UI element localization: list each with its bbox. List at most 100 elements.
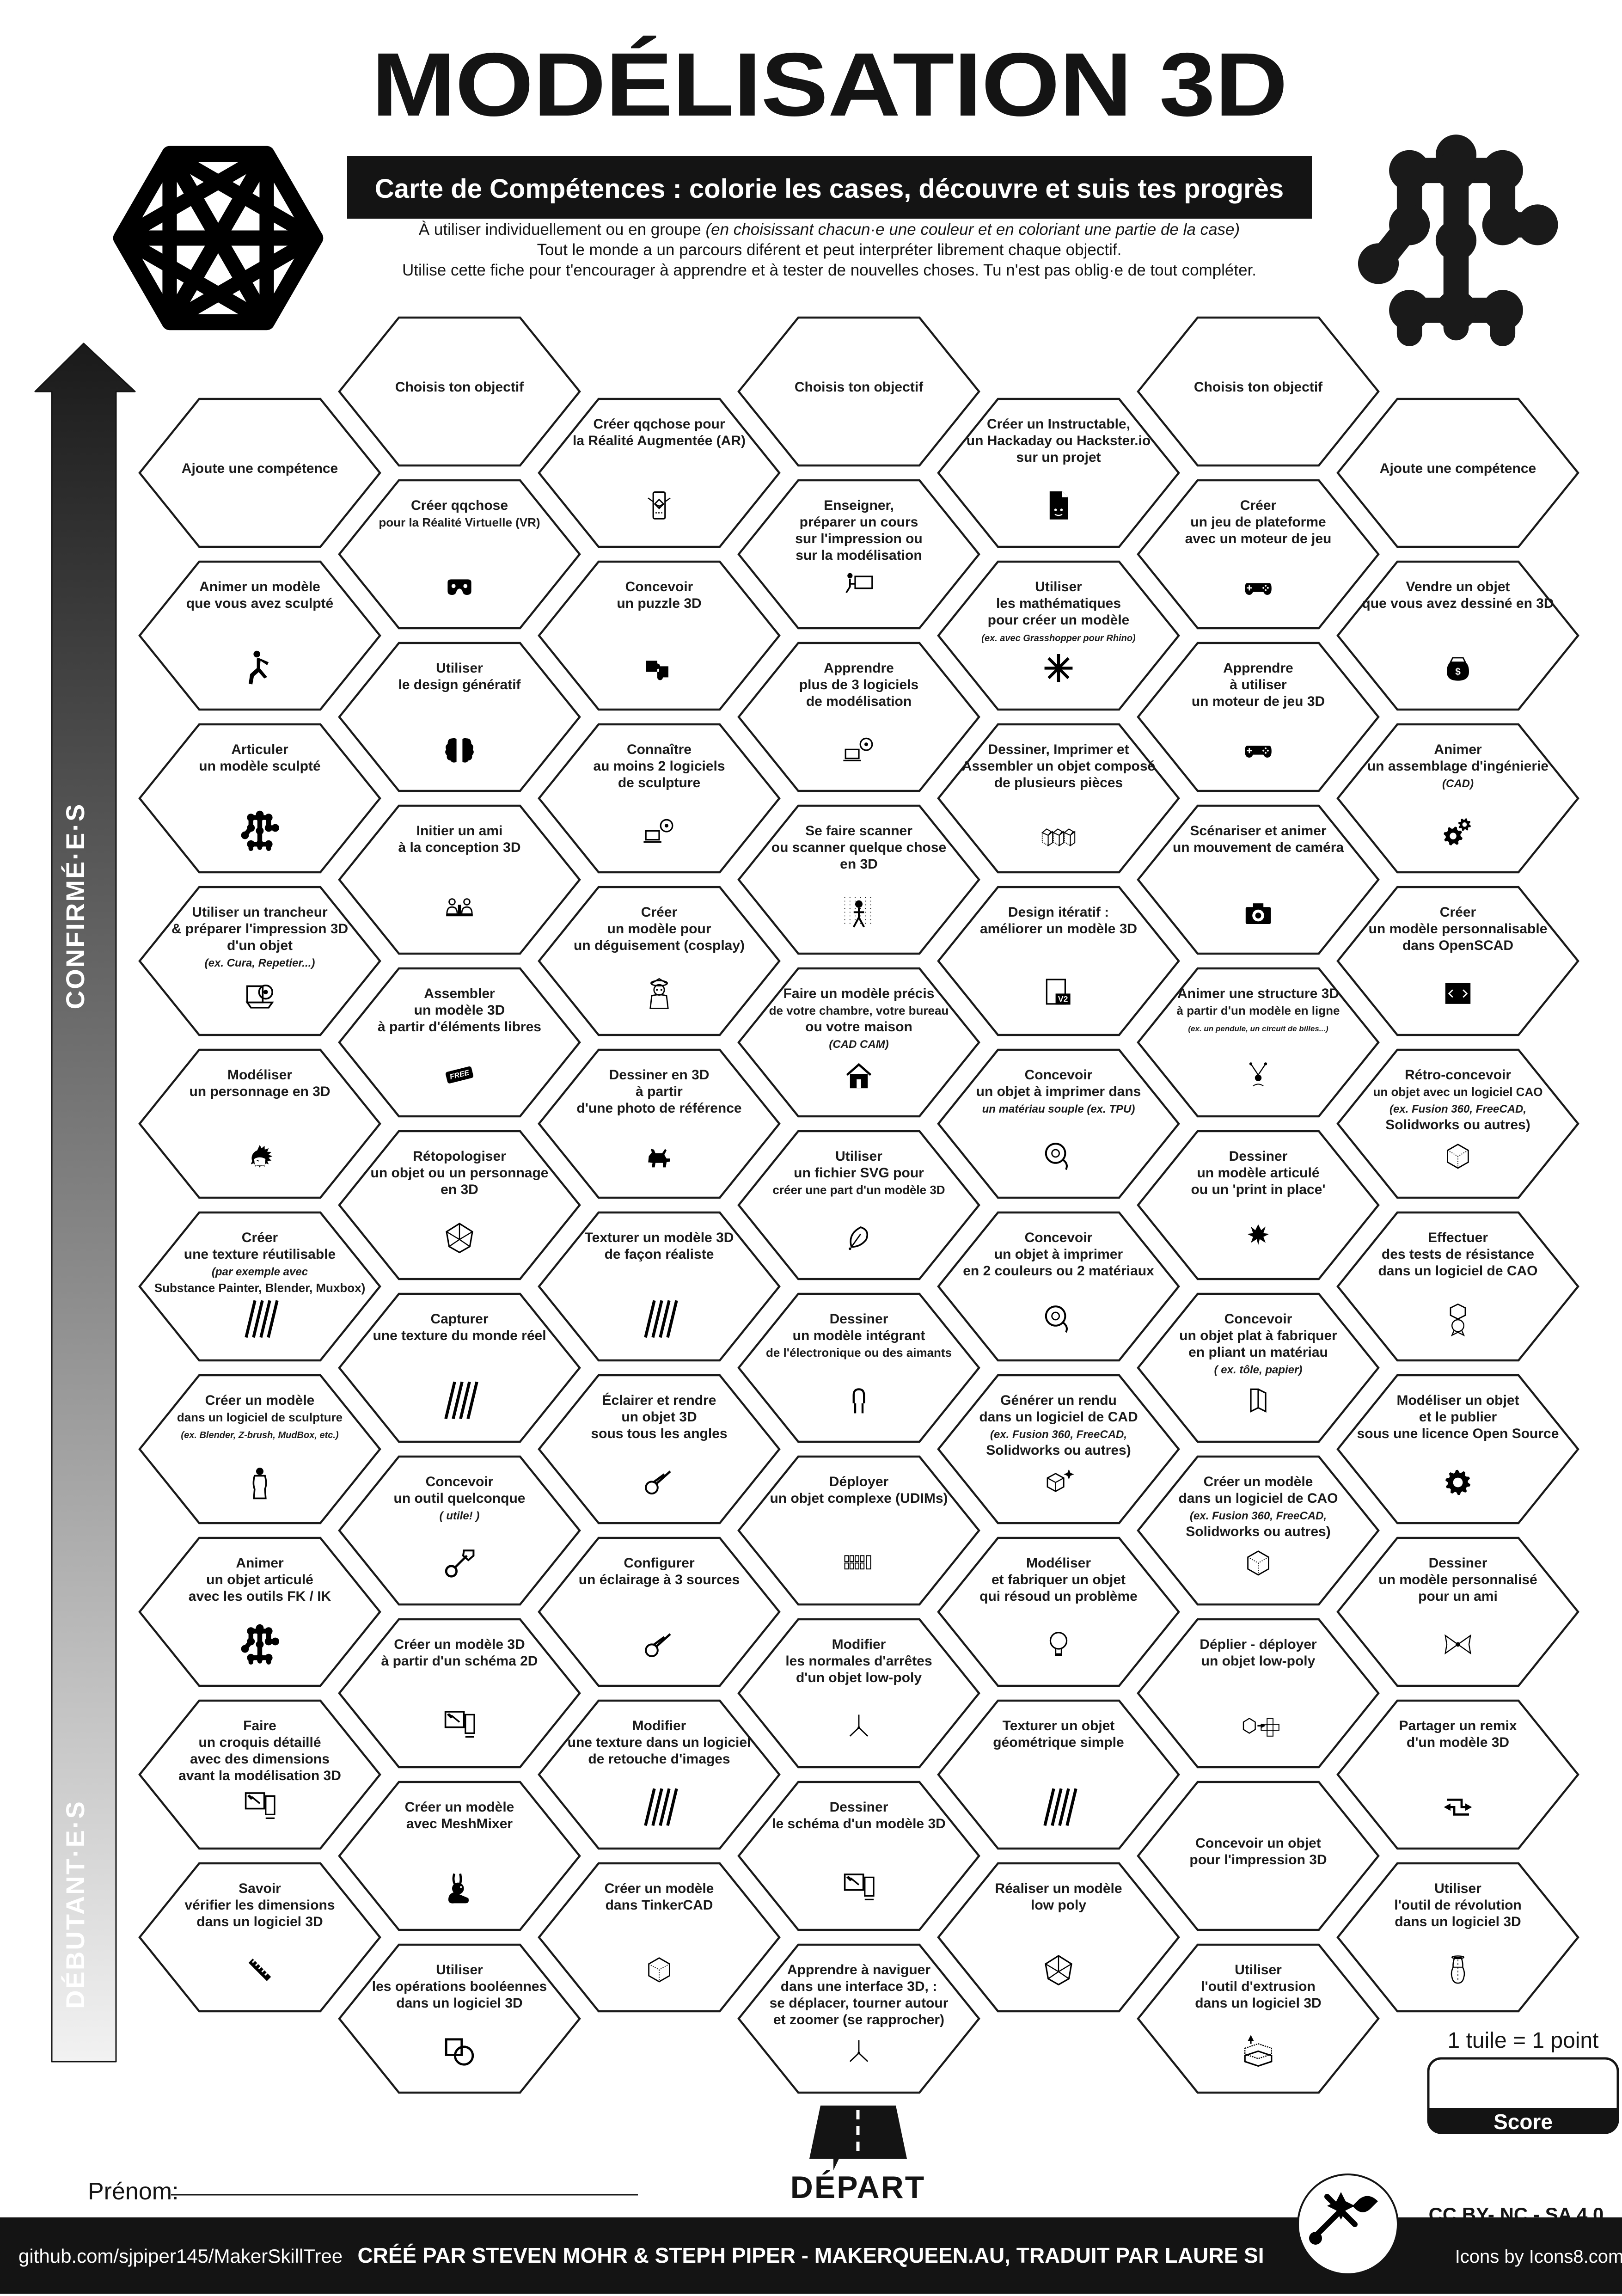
svg-text:Carte de Compétences : colorie: Carte de Compétences : colorie les cases… — [375, 174, 1284, 204]
svg-text:un éclairage à 3 sources: un éclairage à 3 sources — [579, 1572, 740, 1587]
svg-text:et fabriquer un objet: et fabriquer un objet — [992, 1572, 1126, 1587]
svg-text:Savoir: Savoir — [239, 1881, 281, 1896]
svg-text:(ex. Fusion 360, FreeCAD,: (ex. Fusion 360, FreeCAD, — [1190, 1510, 1327, 1522]
svg-text:améliorer un modèle 3D: améliorer un modèle 3D — [980, 921, 1137, 937]
svg-text:qui résoud un problème: qui résoud un problème — [979, 1589, 1138, 1604]
svg-text:Modéliser: Modéliser — [1026, 1555, 1091, 1571]
svg-text:Choisis ton objectif: Choisis ton objectif — [795, 380, 924, 395]
svg-text:Concevoir: Concevoir — [1224, 1311, 1292, 1327]
svg-text:Tout le monde a un parcours di: Tout le monde a un parcours diférent et … — [537, 241, 1122, 259]
svg-text:un moteur de jeu 3D: un moteur de jeu 3D — [1192, 694, 1325, 709]
svg-text:Dessiner: Dessiner — [1229, 1149, 1288, 1164]
svg-text:un personnage en 3D: un personnage en 3D — [189, 1084, 330, 1099]
svg-text:les opérations booléennes: les opérations booléennes — [372, 1979, 547, 1994]
svg-text:pour créer un modèle: pour créer un modèle — [988, 612, 1130, 628]
svg-text:Rétopologiser: Rétopologiser — [413, 1149, 506, 1164]
svg-text:à la conception 3D: à la conception 3D — [398, 840, 520, 855]
svg-text:Solidworks ou autres): Solidworks ou autres) — [1385, 1117, 1530, 1133]
svg-text:Initier un ami: Initier un ami — [416, 823, 503, 839]
svg-text:de sculpture: de sculpture — [618, 775, 700, 790]
svg-text:un modèle pour: un modèle pour — [607, 921, 711, 937]
svg-text:& préparer l'impression 3D: & préparer l'impression 3D — [171, 921, 348, 937]
svg-text:Se faire scanner: Se faire scanner — [805, 823, 912, 839]
svg-text:Réaliser un modèle: Réaliser un modèle — [995, 1881, 1122, 1896]
svg-text:Modéliser un objet: Modéliser un objet — [1396, 1393, 1519, 1408]
svg-text:et zoomer (se rapprocher): et zoomer (se rapprocher) — [773, 2012, 944, 2027]
svg-text:Apprendre à naviguer: Apprendre à naviguer — [787, 1962, 930, 1978]
svg-text:dans TinkerCAD: dans TinkerCAD — [606, 1898, 713, 1913]
svg-text:un objet à imprimer dans: un objet à imprimer dans — [976, 1084, 1141, 1099]
svg-text:à partir d'un modèle en ligne: à partir d'un modèle en ligne — [1177, 1004, 1340, 1017]
svg-text:un objet à imprimer: un objet à imprimer — [994, 1247, 1123, 1262]
svg-text:un puzzle 3D: un puzzle 3D — [617, 596, 701, 611]
svg-text:Solidworks ou autres): Solidworks ou autres) — [986, 1443, 1131, 1458]
svg-text:de retouche d'images: de retouche d'images — [588, 1751, 730, 1767]
svg-text:Modifier: Modifier — [632, 1718, 686, 1733]
svg-text:Assembler un objet composé: Assembler un objet composé — [962, 759, 1155, 774]
svg-text:V2: V2 — [1058, 994, 1068, 1004]
svg-text:en 2 couleurs ou 2 matériaux: en 2 couleurs ou 2 matériaux — [963, 1263, 1154, 1279]
svg-text:Dessiner, Imprimer et: Dessiner, Imprimer et — [988, 742, 1129, 757]
svg-text:la Réalité Augmentée (AR): la Réalité Augmentée (AR) — [573, 433, 746, 448]
svg-text:un déguisement (cosplay): un déguisement (cosplay) — [574, 938, 745, 953]
svg-text:Ajoute une compétence: Ajoute une compétence — [1380, 461, 1536, 476]
svg-text:un objet ou un personnage: un objet ou un personnage — [371, 1165, 549, 1181]
svg-text:une texture du monde réel: une texture du monde réel — [373, 1328, 546, 1343]
svg-text:Rétro-concevoir: Rétro-concevoir — [1405, 1067, 1511, 1083]
svg-text:un objet avec un logiciel CAO: un objet avec un logiciel CAO — [1373, 1085, 1543, 1099]
svg-text:Créer un modèle 3D: Créer un modèle 3D — [394, 1637, 525, 1652]
svg-text:de votre chambre, votre bureau: de votre chambre, votre bureau — [769, 1004, 949, 1017]
svg-text:(ex. avec Grasshopper pour Rhi: (ex. avec Grasshopper pour Rhino) — [981, 633, 1136, 643]
svg-text:Apprendre: Apprendre — [824, 661, 894, 676]
svg-text:Déployer: Déployer — [829, 1474, 889, 1489]
svg-text:avec MeshMixer: avec MeshMixer — [406, 1816, 513, 1831]
svg-text:les normales d'arrêtes: les normales d'arrêtes — [785, 1653, 932, 1669]
svg-text:pour l'impression 3D: pour l'impression 3D — [1189, 1852, 1327, 1867]
svg-text:d'un modèle 3D: d'un modèle 3D — [1407, 1735, 1509, 1750]
svg-text:$: $ — [1455, 667, 1461, 677]
svg-text:Créer un modèle: Créer un modèle — [605, 1881, 714, 1896]
svg-text:Utiliser: Utiliser — [1434, 1881, 1481, 1896]
svg-text:dans un logiciel de CAO: dans un logiciel de CAO — [1178, 1491, 1338, 1506]
svg-text:Animer une structure 3D: Animer une structure 3D — [1177, 986, 1339, 1001]
svg-text:sous tous les angles: sous tous les angles — [591, 1426, 727, 1441]
svg-text:Articuler: Articuler — [231, 742, 288, 757]
svg-text:github.com/sjpiper145/MakerSki: github.com/sjpiper145/MakerSkillTree — [18, 2245, 343, 2267]
svg-text:(CAD): (CAD) — [1442, 778, 1474, 790]
svg-text:Générer un rendu: Générer un rendu — [1000, 1393, 1117, 1408]
svg-text:Créer: Créer — [1440, 905, 1476, 920]
svg-text:Créer: Créer — [1240, 498, 1277, 513]
svg-text:Effectuer: Effectuer — [1428, 1230, 1488, 1245]
svg-text:sur la modélisation: sur la modélisation — [796, 548, 922, 563]
svg-text:le design génératif: le design génératif — [398, 677, 521, 692]
svg-text:Concevoir: Concevoir — [426, 1474, 494, 1489]
svg-text:au moins 2 logiciels: au moins 2 logiciels — [593, 759, 725, 774]
svg-text:des tests de résistance: des tests de résistance — [1382, 1247, 1534, 1262]
svg-text:un Hackaday ou Hackster.io: un Hackaday ou Hackster.io — [967, 433, 1151, 448]
svg-text:(ex. Blender, Z-brush, MudBox,: (ex. Blender, Z-brush, MudBox, etc.) — [181, 1430, 338, 1440]
svg-text:de modélisation: de modélisation — [806, 694, 912, 709]
svg-text:à utiliser: à utiliser — [1230, 677, 1287, 692]
svg-text:Créer un Instructable,: Créer un Instructable, — [987, 416, 1130, 432]
svg-text:dans un logiciel de CAD: dans un logiciel de CAD — [979, 1409, 1138, 1425]
svg-text:Dessiner: Dessiner — [1429, 1555, 1487, 1571]
svg-text:plus de 3 logiciels: plus de 3 logiciels — [799, 677, 918, 692]
svg-text:de l'électronique ou des aiman: de l'électronique ou des aimants — [766, 1346, 952, 1359]
svg-text:ou votre maison: ou votre maison — [805, 1019, 912, 1035]
svg-text:Créer un modèle: Créer un modèle — [405, 1800, 514, 1815]
svg-text:Utiliser un trancheur: Utiliser un trancheur — [192, 905, 328, 920]
svg-text:et le publier: et le publier — [1419, 1409, 1497, 1425]
svg-text:CONFIRMÉ·E·S: CONFIRMÉ·E·S — [61, 803, 90, 1010]
svg-text:à partir d'un schéma 2D: à partir d'un schéma 2D — [381, 1653, 538, 1669]
svg-text:Modifier: Modifier — [832, 1637, 886, 1652]
svg-text:un jeu de plateforme: un jeu de plateforme — [1190, 514, 1326, 530]
svg-text:un mouvement de caméra: un mouvement de caméra — [1173, 840, 1344, 855]
svg-text:dans un logiciel 3D: dans un logiciel 3D — [396, 1996, 522, 2011]
svg-text:dans un logiciel 3D: dans un logiciel 3D — [196, 1914, 323, 1929]
svg-text:sur un projet: sur un projet — [1016, 450, 1101, 465]
svg-text:un assemblage d'ingénierie: un assemblage d'ingénierie — [1367, 759, 1549, 774]
svg-text:Icons by Icons8.com: Icons by Icons8.com — [1455, 2247, 1622, 2267]
svg-text:le schéma d'un modèle 3D: le schéma d'un modèle 3D — [772, 1816, 946, 1831]
svg-text:de plusieurs pièces: de plusieurs pièces — [994, 775, 1123, 790]
svg-text:avec les outils FK / IK: avec les outils FK / IK — [189, 1589, 331, 1604]
